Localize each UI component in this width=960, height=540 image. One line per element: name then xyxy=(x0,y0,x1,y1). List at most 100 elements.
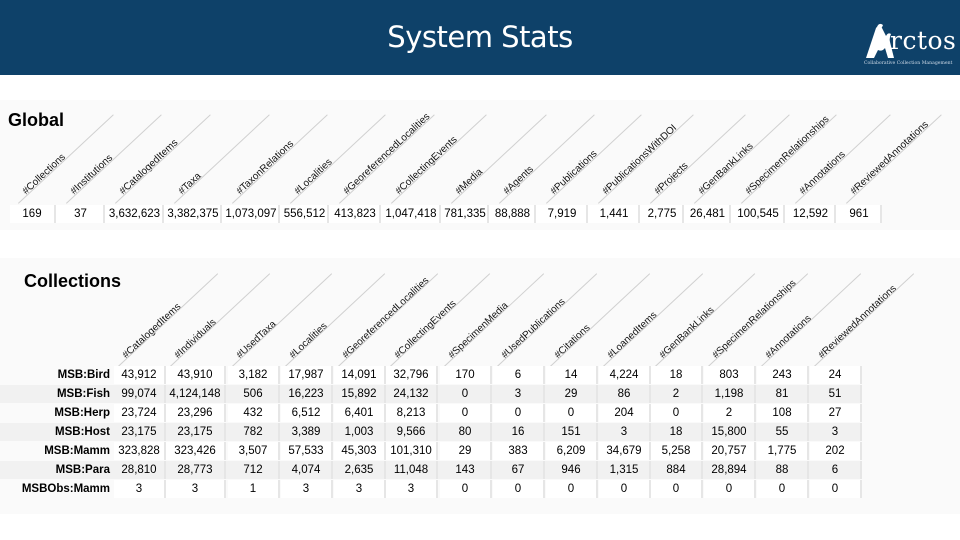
global-value-localities: 556,512 xyxy=(282,205,329,223)
collection-value-specimenrelationships: 2 xyxy=(704,404,756,422)
collection-value-specimenmedia: 170 xyxy=(440,366,492,384)
global-col-header-publications: #Publications xyxy=(548,148,600,197)
coll-header-divider xyxy=(118,273,219,367)
coll-header-divider xyxy=(497,273,598,367)
collection-value-localities: 17,987 xyxy=(281,366,333,384)
collection-value-individuals: 23,296 xyxy=(166,404,226,422)
coll-header-divider xyxy=(338,273,439,367)
collection-value-loaneditems: 34,679 xyxy=(599,442,651,460)
global-header-divider xyxy=(174,114,270,204)
global-col-header-institutions: #Institutions xyxy=(68,152,116,197)
collection-value-usedtaxa: 712 xyxy=(228,461,280,479)
collection-value-reviewedannotations: 24 xyxy=(810,366,862,384)
collection-row-label: MSB:Mamm xyxy=(44,445,110,457)
collection-value-specimenrelationships: 0 xyxy=(704,480,756,498)
global-col-header-annotations: #Annotations xyxy=(797,149,848,197)
global-col-header-localities: #Localities xyxy=(292,156,335,197)
coll-header-divider xyxy=(708,273,809,367)
coll-header-divider xyxy=(232,273,333,367)
collection-value-individuals: 323,426 xyxy=(166,442,226,460)
collection-value-georeferencedlocalities: 15,892 xyxy=(334,385,386,403)
coll-col-header-loaneditems: #LoanedItems xyxy=(605,309,660,361)
collection-value-annotations: 108 xyxy=(757,404,809,422)
collections-panel: Collections #CatalogedItems #Individuals #… xyxy=(0,258,960,514)
header-bar: System Stats rctos Collaborative Collect… xyxy=(0,0,960,75)
global-value-media: 781,335 xyxy=(443,205,489,223)
collection-value-specimenmedia: 0 xyxy=(440,385,492,403)
coll-header-divider xyxy=(444,273,545,367)
collection-value-usedpublications: 0 xyxy=(493,480,545,498)
collection-value-catalogeditems: 43,912 xyxy=(114,366,166,384)
coll-header-divider xyxy=(814,273,915,367)
collection-value-citations: 14 xyxy=(546,366,598,384)
table-row: MSB:Fish 99,074 4,124,148 506 16,223 15,892 24… xyxy=(0,385,862,403)
collection-value-localities: 57,533 xyxy=(281,442,333,460)
collection-value-usedtaxa: 432 xyxy=(228,404,280,422)
coll-col-header-reviewedannotations: #ReviewedAnnotations xyxy=(816,283,899,361)
collection-value-catalogeditems: 23,175 xyxy=(114,423,166,441)
collection-row-label: MSB:Host xyxy=(55,426,110,438)
collection-value-reviewedannotations: 27 xyxy=(810,404,862,422)
logo-tagline: Collaborative Collection Management xyxy=(864,61,953,66)
coll-col-header-localities: #Localities xyxy=(287,320,330,361)
collection-row-label: MSB:Fish xyxy=(56,388,110,400)
collection-value-usedpublications: 67 xyxy=(493,461,545,479)
collection-row-label: MSB:Herp xyxy=(54,407,110,419)
global-col-header-taxa: #Taxa xyxy=(176,170,204,197)
collection-value-reviewedannotations: 202 xyxy=(810,442,862,460)
coll-col-header-annotations: #Annotations xyxy=(763,313,814,361)
global-col-header-reviewedannotations: #ReviewedAnnotations xyxy=(848,119,931,197)
collection-value-usedpublications: 6 xyxy=(493,366,545,384)
collection-value-genbanklinks: 0 xyxy=(651,480,703,498)
collection-value-citations: 0 xyxy=(546,480,598,498)
collection-value-annotations: 243 xyxy=(757,366,809,384)
table-row: MSBObs:Mamm 3 3 1 3 3 3 0 0 0 0 0 0 0 0 xyxy=(0,480,862,498)
collection-value-collectingevents: 3 xyxy=(386,480,438,498)
collection-value-usedpublications: 383 xyxy=(493,442,545,460)
global-value-specimenrelationships: 100,545 xyxy=(733,205,785,223)
collection-value-specimenrelationships: 28,894 xyxy=(704,461,756,479)
collection-value-specimenmedia: 0 xyxy=(440,404,492,422)
collection-value-citations: 6,209 xyxy=(546,442,598,460)
table-row: MSB:Host 23,175 23,175 782 3,389 1,003 9,566 80… xyxy=(0,423,862,441)
collection-value-collectingevents: 32,796 xyxy=(386,366,438,384)
collection-value-specimenmedia: 143 xyxy=(440,461,492,479)
collection-value-georeferencedlocalities: 14,091 xyxy=(334,366,386,384)
collection-value-citations: 151 xyxy=(546,423,598,441)
coll-col-header-genbanklinks: #GenBankLinks xyxy=(657,304,717,361)
coll-header-divider xyxy=(761,273,862,367)
collection-value-catalogeditems: 323,828 xyxy=(114,442,166,460)
global-value-collections: 169 xyxy=(10,205,56,223)
collection-value-georeferencedlocalities: 6,401 xyxy=(334,404,386,422)
collection-value-specimenrelationships: 15,800 xyxy=(704,423,756,441)
collection-value-usedtaxa: 506 xyxy=(228,385,280,403)
collection-value-usedtaxa: 3,507 xyxy=(228,442,280,460)
coll-header-divider xyxy=(603,273,704,367)
global-header-divider xyxy=(598,114,694,204)
collection-value-collectingevents: 101,310 xyxy=(386,442,438,460)
collection-value-localities: 3,389 xyxy=(281,423,333,441)
collection-value-genbanklinks: 18 xyxy=(651,366,703,384)
global-value-agents: 88,888 xyxy=(491,205,536,223)
global-col-header-georeferencedlocalities: #GeoreferencedLocalities xyxy=(341,111,433,197)
coll-col-header-individuals: #Individuals xyxy=(172,316,219,361)
global-value-publicationswithdoi: 1,441 xyxy=(590,205,640,223)
collection-value-georeferencedlocalities: 45,303 xyxy=(334,442,386,460)
global-value-collectingevents: 1,047,418 xyxy=(383,205,441,223)
collection-value-reviewedannotations: 6 xyxy=(810,461,862,479)
collection-value-reviewedannotations: 0 xyxy=(810,480,862,498)
global-header-divider xyxy=(339,114,435,204)
coll-col-header-citations: #Citations xyxy=(552,322,593,361)
collection-value-individuals: 28,773 xyxy=(166,461,226,479)
collection-value-genbanklinks: 18 xyxy=(651,423,703,441)
collection-value-genbanklinks: 5,258 xyxy=(651,442,703,460)
logo-text: rctos xyxy=(890,26,957,55)
global-header-divider xyxy=(451,114,547,204)
collection-value-citations: 946 xyxy=(546,461,598,479)
global-col-header-agents: #Agents xyxy=(501,163,536,197)
collection-value-localities: 16,223 xyxy=(281,385,333,403)
collections-title: Collections xyxy=(24,271,122,291)
collection-value-specimenmedia: 29 xyxy=(440,442,492,460)
arctos-logo: rctos Collaborative Collection Managemen… xyxy=(860,22,956,70)
table-row: MSB:Para 28,810 28,773 712 4,074 2,635 11,048 1… xyxy=(0,461,862,479)
